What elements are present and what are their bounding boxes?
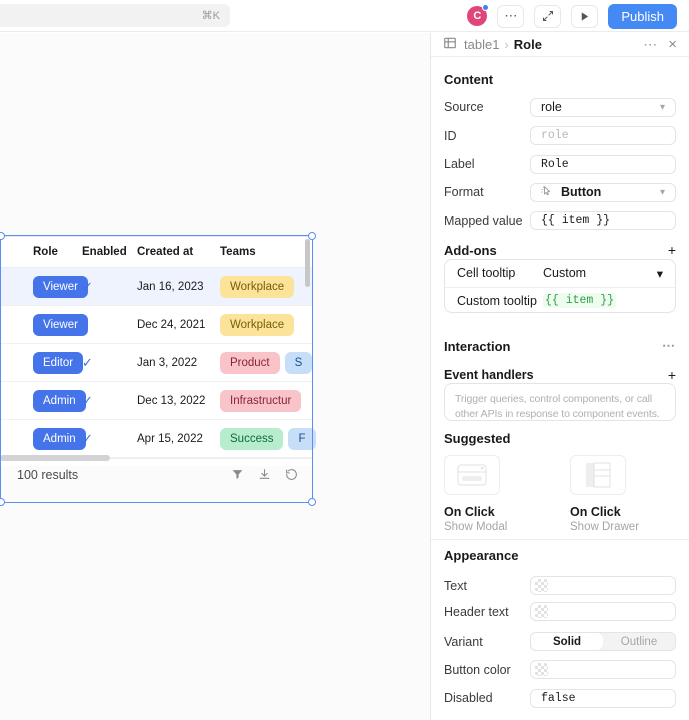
svg-text:✕: ✕: [480, 466, 484, 472]
